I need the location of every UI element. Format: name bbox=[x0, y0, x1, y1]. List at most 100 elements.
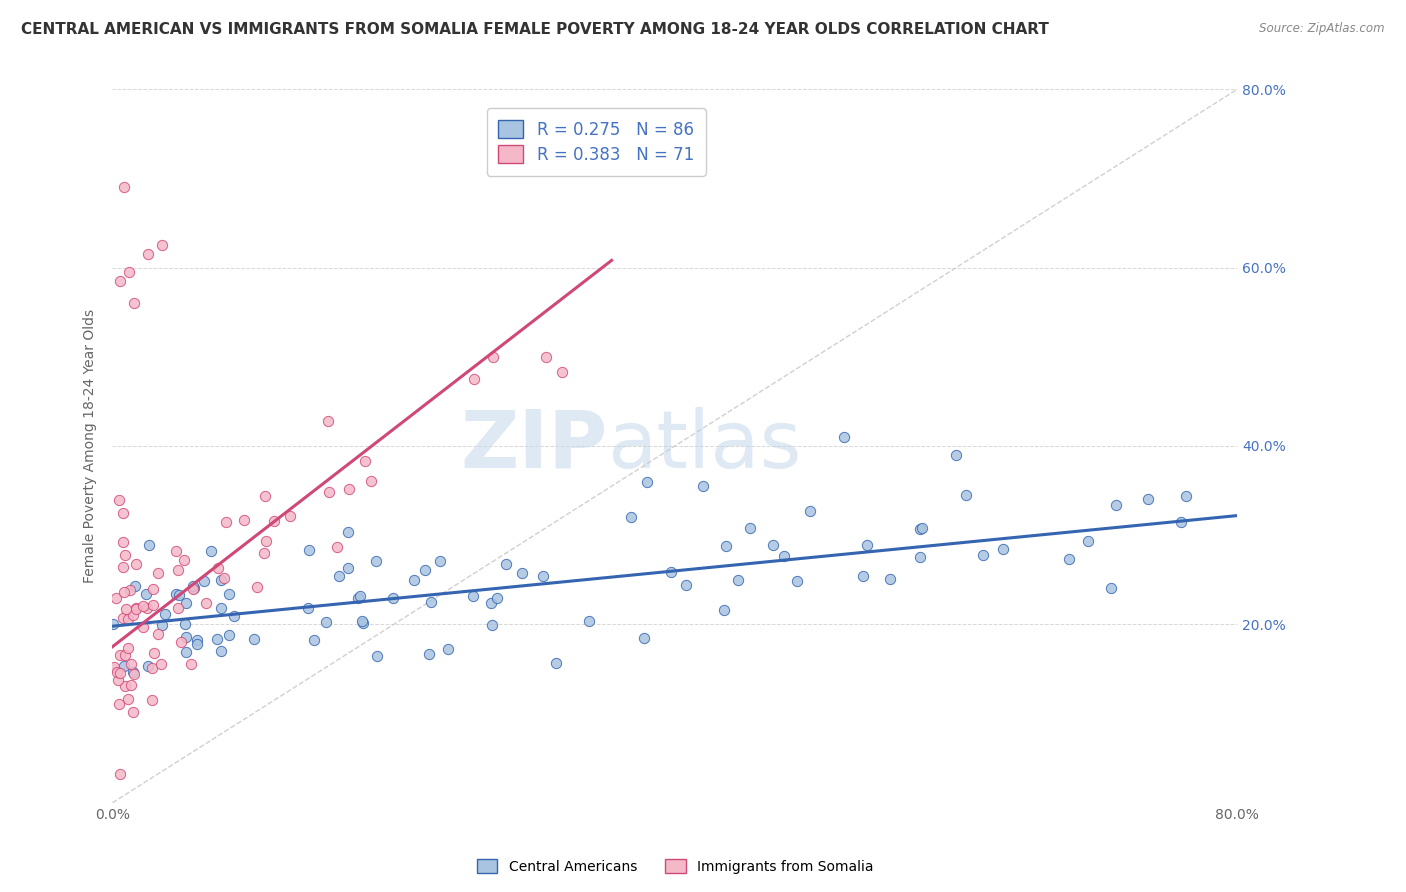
Point bbox=[200, 544, 222, 558]
Point bbox=[209, 644, 232, 658]
Point bbox=[972, 548, 994, 562]
Point bbox=[1170, 515, 1192, 529]
Point bbox=[150, 618, 173, 632]
Point bbox=[908, 522, 931, 536]
Point bbox=[142, 646, 165, 660]
Point bbox=[253, 489, 276, 503]
Point bbox=[165, 544, 187, 558]
Point bbox=[856, 538, 879, 552]
Point bbox=[131, 620, 153, 634]
Point bbox=[832, 430, 855, 444]
Point bbox=[114, 549, 136, 563]
Point bbox=[174, 645, 197, 659]
Point bbox=[762, 538, 785, 552]
Point bbox=[316, 414, 339, 428]
Point bbox=[551, 365, 574, 379]
Y-axis label: Female Poverty Among 18-24 Year Olds: Female Poverty Among 18-24 Year Olds bbox=[83, 309, 97, 583]
Point bbox=[108, 648, 131, 662]
Point bbox=[108, 274, 131, 288]
Point bbox=[120, 657, 142, 672]
Point bbox=[141, 693, 163, 707]
Point bbox=[337, 524, 360, 539]
Point bbox=[222, 608, 245, 623]
Point bbox=[136, 659, 159, 673]
Point bbox=[131, 599, 153, 613]
Point bbox=[117, 613, 139, 627]
Point bbox=[544, 656, 567, 670]
Point bbox=[120, 678, 142, 692]
Point bbox=[150, 657, 173, 671]
Point bbox=[173, 553, 195, 567]
Point bbox=[117, 640, 139, 655]
Point bbox=[1105, 498, 1128, 512]
Point bbox=[112, 611, 135, 625]
Point bbox=[165, 587, 187, 601]
Point bbox=[114, 679, 136, 693]
Text: CENTRAL AMERICAN VS IMMIGRANTS FROM SOMALIA FEMALE POVERTY AMONG 18-24 YEAR OLDS: CENTRAL AMERICAN VS IMMIGRANTS FROM SOMA… bbox=[21, 22, 1049, 37]
Point bbox=[714, 539, 737, 553]
Point bbox=[479, 596, 502, 610]
Point bbox=[135, 587, 157, 601]
Point bbox=[114, 648, 136, 663]
Point bbox=[727, 574, 749, 588]
Point bbox=[186, 633, 208, 648]
Point bbox=[366, 648, 388, 663]
Text: Source: ZipAtlas.com: Source: ZipAtlas.com bbox=[1260, 22, 1385, 36]
Point bbox=[278, 509, 301, 524]
Point bbox=[209, 573, 232, 587]
Point bbox=[772, 549, 794, 564]
Point bbox=[108, 493, 131, 508]
Text: ZIP: ZIP bbox=[460, 407, 607, 485]
Point bbox=[138, 538, 160, 552]
Point bbox=[336, 561, 359, 575]
Point bbox=[418, 647, 440, 661]
Point bbox=[117, 692, 139, 706]
Point bbox=[112, 584, 135, 599]
Point bbox=[429, 554, 451, 568]
Point bbox=[111, 560, 134, 574]
Point bbox=[402, 573, 425, 587]
Point bbox=[463, 372, 485, 386]
Point bbox=[218, 587, 240, 601]
Point bbox=[675, 578, 697, 592]
Point bbox=[107, 673, 129, 688]
Point bbox=[636, 475, 658, 489]
Point bbox=[481, 618, 503, 632]
Text: atlas: atlas bbox=[607, 407, 801, 485]
Point bbox=[173, 616, 195, 631]
Point bbox=[174, 630, 197, 644]
Point bbox=[103, 660, 125, 674]
Point bbox=[183, 581, 205, 595]
Point bbox=[298, 543, 321, 558]
Point bbox=[122, 667, 145, 681]
Point bbox=[114, 659, 136, 673]
Point bbox=[118, 582, 141, 597]
Point bbox=[167, 601, 190, 615]
Point bbox=[142, 582, 165, 596]
Point bbox=[105, 665, 128, 680]
Point bbox=[136, 247, 159, 261]
Point bbox=[328, 568, 350, 582]
Point bbox=[911, 521, 934, 535]
Point bbox=[122, 665, 145, 679]
Point bbox=[193, 574, 215, 589]
Point bbox=[243, 632, 266, 646]
Point bbox=[122, 607, 145, 622]
Point bbox=[105, 591, 128, 605]
Point bbox=[482, 350, 505, 364]
Point bbox=[495, 557, 517, 571]
Point bbox=[107, 698, 129, 712]
Point bbox=[233, 513, 256, 527]
Point bbox=[114, 602, 136, 616]
Point bbox=[263, 514, 285, 528]
Point bbox=[786, 574, 808, 588]
Point bbox=[218, 628, 240, 642]
Point bbox=[381, 591, 404, 605]
Point bbox=[991, 542, 1014, 557]
Point bbox=[633, 631, 655, 645]
Point bbox=[122, 296, 145, 310]
Point bbox=[1174, 489, 1197, 503]
Point bbox=[534, 350, 557, 364]
Point bbox=[485, 591, 508, 606]
Point bbox=[103, 617, 125, 632]
